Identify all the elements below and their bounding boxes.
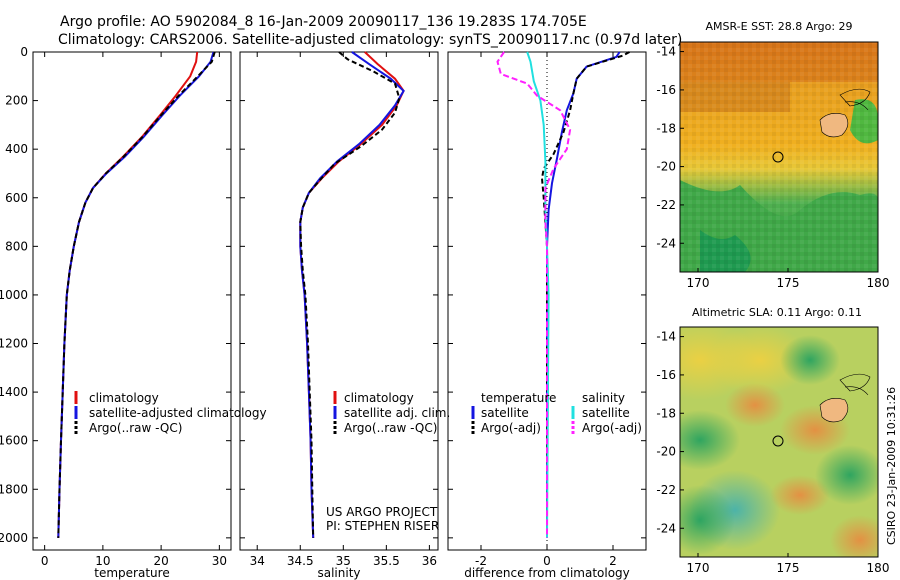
legend-label: satellite adj. clim. [344, 406, 450, 420]
y-tick-label: 400 [5, 142, 28, 156]
y-tick-label: -18 [656, 406, 676, 420]
x-tick-label: 35 [336, 554, 351, 568]
legend-title-temperature: temperature [481, 391, 556, 405]
y-tick-label: -14 [656, 330, 676, 344]
salinity-panel: 34 34.5 35 35.5 36 salinity [239, 51, 439, 580]
sla-map-title: Altimetric SLA: 0.11 Argo: 0.11 [692, 306, 862, 319]
sla-map: Altimetric SLA: 0.11 Argo: 0.11 170 175 18… [656, 306, 889, 575]
sla-low [780, 335, 840, 385]
legend-label: climatology [89, 391, 159, 405]
figure-title-line1: Argo profile: AO 5902084_8 16-Jan-2009 2… [60, 14, 587, 30]
x-tick-label: 0 [543, 554, 551, 568]
x-tick-label: 35.5 [373, 554, 400, 568]
y-tick-label: 1200 [0, 337, 28, 351]
x-tick-label: 170 [687, 561, 710, 575]
salinity-xlabel: salinity [317, 566, 360, 580]
temperature-xlabel: temperature [94, 566, 169, 580]
island-outlines [819, 88, 871, 138]
series-line [540, 51, 630, 538]
y-tick-label: -20 [656, 160, 676, 174]
y-tick-label: 1400 [0, 385, 28, 399]
legend-label: Argo(..raw -QC) [344, 421, 437, 435]
x-tick-label: 30 [212, 554, 227, 568]
sla-low [680, 485, 735, 555]
y-tick-label: -14 [656, 45, 676, 59]
x-tick-label: 170 [687, 276, 710, 290]
difference-xlabel: difference from climatology [464, 566, 630, 580]
sst-pixel-texture [680, 42, 878, 272]
y-tick-label: -16 [656, 83, 676, 97]
salinity-legend: climatology satellite adj. clim. Argo(..… [333, 391, 450, 435]
y-tick-label: 600 [5, 191, 28, 205]
legend-label: satellite [582, 406, 630, 420]
x-tick-label: 2 [609, 554, 617, 568]
series-line [299, 51, 405, 538]
sla-high [725, 383, 785, 427]
y-tick-label: 1600 [0, 434, 28, 448]
figure-title-line2: Climatology: CARS2006. Satellite-adjuste… [58, 32, 682, 48]
sst-map-title: AMSR-E SST: 28.8 Argo: 29 [705, 20, 852, 33]
project-label: US ARGO PROJECT [326, 505, 438, 519]
sla-high [710, 327, 810, 395]
x-tick-label: 10 [95, 554, 110, 568]
x-tick-label: 175 [777, 561, 800, 575]
series-line [496, 51, 572, 538]
y-tick-label: -18 [656, 121, 676, 135]
y-tick-label: -22 [656, 483, 676, 497]
x-tick-label: 34.5 [287, 554, 314, 568]
y-tick-label: 1800 [0, 482, 28, 496]
y-tick-label: -24 [656, 236, 676, 250]
sst-map: AMSR-E SST: 28.8 Argo: 29 170 175 180 -14 -1… [656, 20, 889, 290]
x-tick-label: 180 [867, 561, 890, 575]
legend-title-salinity: salinity [582, 391, 625, 405]
sla-low [815, 445, 878, 505]
sst-map-ticks: 170 175 180 -14 -16 -18 -20 -22 -24 [656, 45, 889, 290]
legend-label: satellite [481, 406, 529, 420]
difference-legend: temperature satellite Argo(-adj) salinit… [471, 391, 642, 435]
temperature-axes-frame [32, 51, 232, 551]
x-tick-label: 34 [250, 554, 265, 568]
x-tick-label: 180 [867, 276, 890, 290]
legend-label: Argo(-adj) [481, 421, 541, 435]
legend-label: Argo(-adj) [582, 421, 642, 435]
sla-map-ticks: 170 175 180 -14 -16 -18 -20 -22 -24 [656, 330, 889, 575]
csiro-stamp: CSIRO 23-Jan-2009 10:31:26 [885, 387, 898, 545]
y-tick-label: 800 [5, 239, 28, 253]
y-tick-label: -22 [656, 198, 676, 212]
x-tick-label: 20 [153, 554, 168, 568]
temperature-panel: 0 200 400 600 800 1000 1200 1400 1600 1800 2000 0 10… [0, 45, 232, 580]
temperature-legend: climatology satellite-adjusted climatolo… [74, 391, 267, 435]
sla-high [830, 515, 878, 557]
sla-map-frame [679, 326, 879, 558]
series-line [57, 51, 216, 538]
argo-position-marker [772, 151, 784, 163]
x-tick-label: 0 [41, 554, 49, 568]
legend-label: Argo(..raw -QC) [89, 421, 182, 435]
sla-high [770, 475, 830, 515]
y-tick-label: -20 [656, 445, 676, 459]
legend-label: satellite-adjusted climatology [89, 406, 267, 420]
x-tick-label: 175 [777, 276, 800, 290]
island-outlines [819, 373, 871, 423]
y-tick-label: -24 [656, 521, 676, 535]
y-tick-label: 0 [20, 45, 28, 59]
sla-low [680, 410, 740, 470]
y-tick-label: 200 [5, 94, 28, 108]
x-tick-label: 36 [422, 554, 437, 568]
y-tick-label: 2000 [0, 531, 28, 545]
x-tick-label: -2 [475, 554, 487, 568]
legend-label: climatology [344, 391, 414, 405]
y-tick-label: 1000 [0, 288, 28, 302]
sst-map-frame [679, 41, 879, 273]
pi-label: PI: STEPHEN RISER [326, 519, 439, 533]
y-tick-label: -16 [656, 368, 676, 382]
salinity-axes-frame [239, 51, 439, 551]
argo-position-marker [772, 435, 784, 447]
